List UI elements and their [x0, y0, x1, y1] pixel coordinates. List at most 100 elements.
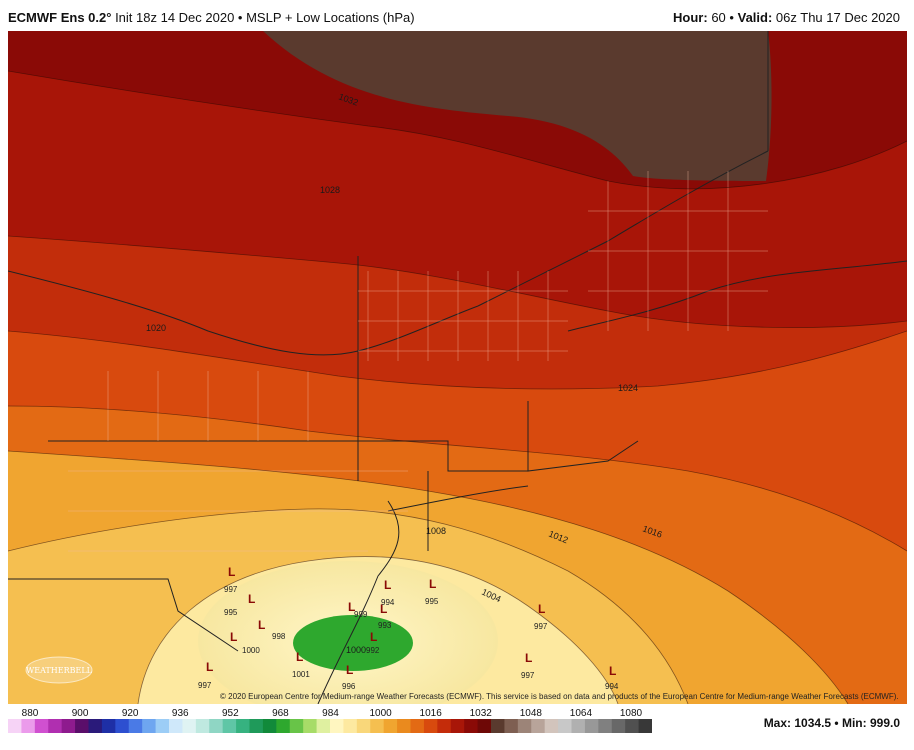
svg-text:L: L [384, 578, 391, 592]
svg-text:994: 994 [605, 682, 619, 691]
low-marker: L 992 [366, 630, 380, 655]
low-marker: L 996 [342, 663, 356, 691]
low-marker: L 997 [224, 565, 238, 594]
svg-text:L: L [248, 592, 255, 606]
min-label: Min: [841, 716, 867, 730]
svg-text:996: 996 [342, 682, 356, 691]
colorbar-swatch [383, 719, 398, 733]
band-996-core [293, 615, 413, 671]
low-marker: L 994 [605, 664, 619, 691]
colorbar-swatch [169, 719, 183, 733]
colorbar-swatch [584, 719, 599, 733]
colorbar-tick-label: 984 [322, 708, 339, 719]
colorbar-labels: 880 900 920 936 952 968 984 1000 1016 1032 1048 106… [0, 708, 914, 720]
copyright-credit: © 2020 European Centre for Medium-range … [220, 692, 899, 701]
colorbar-tick-label: 880 [21, 708, 39, 719]
svg-text:L: L [429, 577, 436, 591]
pressure-colorbar [8, 719, 652, 733]
low-marker: L 998 [258, 618, 286, 641]
low-marker: L 1000 [230, 630, 260, 655]
colorbar-swatch [450, 719, 465, 733]
colorbar-swatch [330, 719, 344, 733]
colorbar-swatch [598, 719, 613, 733]
svg-text:L: L [609, 664, 616, 678]
colorbar-tick-label: 1048 [519, 708, 542, 719]
colorbar-swatch [195, 719, 210, 733]
min-value: 999.0 [869, 716, 900, 730]
colorbar-swatch [437, 719, 452, 733]
colorbar-tick-label: 1032 [469, 708, 492, 719]
colorbar-swatch [558, 719, 572, 733]
max-label: Max: [763, 716, 792, 730]
colorbar-swatch [61, 719, 76, 733]
colorbar-swatch [303, 719, 318, 733]
colorbar-tick-label: 1000 [369, 708, 392, 719]
svg-text:998: 998 [272, 632, 286, 641]
colorbar-swatch [397, 719, 411, 733]
svg-text:997: 997 [198, 681, 212, 690]
run-info: Init 18z 14 Dec 2020 • MSLP + Low Locati… [115, 10, 415, 25]
colorbar-swatch [34, 719, 49, 733]
colorbar-swatch [182, 719, 197, 733]
county-lines [68, 171, 768, 552]
hour-label: Hour: [673, 10, 708, 25]
colorbar-swatch [625, 719, 640, 733]
svg-text:994: 994 [381, 598, 395, 607]
colorbar-tick-label: 1064 [569, 708, 593, 719]
colorbar-swatch [343, 719, 358, 733]
low-marker: L 997 [534, 602, 548, 631]
svg-text:L: L [346, 663, 353, 677]
colorbar-swatch [8, 719, 22, 733]
svg-text:1000: 1000 [242, 646, 260, 655]
svg-text:992: 992 [366, 646, 380, 655]
low-marker: L 1001 [292, 650, 310, 679]
colorbar-swatch [504, 719, 519, 733]
pressure-map[interactable]: 1032 1028 1024 1020 1016 1012 1008 1004 … [8, 31, 907, 704]
colorbar-swatch [75, 719, 89, 733]
isobar-label-1000: 1000 [346, 645, 366, 655]
svg-text:1001: 1001 [292, 670, 310, 679]
svg-text:L: L [258, 618, 265, 632]
svg-text:L: L [525, 651, 532, 665]
colorbar-swatch [464, 719, 479, 733]
model-name: ECMWF Ens 0.2° [8, 10, 112, 25]
colorbar-swatch [491, 719, 505, 733]
header-bar: ECMWF Ens 0.2° Init 18z 14 Dec 2020 • MS… [0, 0, 914, 30]
colorbar-tick-label: 952 [221, 708, 239, 719]
svg-text:L: L [370, 630, 377, 644]
colorbar-swatch [88, 719, 103, 733]
weatherbell-logo: WEATHERBELL [24, 655, 94, 685]
svg-text:997: 997 [224, 585, 238, 594]
svg-text:999: 999 [354, 610, 368, 619]
colorbar-swatch [101, 719, 116, 733]
colorbar-swatch [638, 719, 652, 733]
low-marker: L 995 [425, 577, 439, 606]
svg-text:L: L [230, 630, 237, 644]
low-marker: L 997 [521, 651, 535, 680]
low-marker: L 995 [224, 592, 255, 617]
svg-text:L: L [348, 600, 355, 614]
colorbar-swatch [249, 719, 264, 733]
svg-text:997: 997 [534, 622, 548, 631]
map-title: ECMWF Ens 0.2° Init 18z 14 Dec 2020 • MS… [8, 10, 415, 25]
colorbar-swatch [155, 719, 170, 733]
colorbar-tick-label: 968 [272, 708, 289, 719]
colorbar-swatch [531, 719, 546, 733]
isobar-label-1020: 1020 [146, 323, 166, 333]
colorbar-swatch [128, 719, 143, 733]
colorbar-swatch [611, 719, 626, 733]
max-min-readout: Max: 1034.5 • Min: 999.0 [764, 716, 900, 730]
svg-text:993: 993 [378, 621, 392, 630]
colorbar-swatch [477, 719, 492, 733]
colorbar-swatch [316, 719, 331, 733]
low-marker: L 993 [378, 602, 392, 630]
colorbar-swatch [410, 719, 425, 733]
colorbar-swatch [209, 719, 224, 733]
svg-text:995: 995 [425, 597, 439, 606]
stats-separator: • [834, 716, 839, 730]
isobar-label-1028: 1028 [320, 185, 340, 195]
svg-text:L: L [206, 660, 213, 674]
colorbar-swatch [262, 719, 277, 733]
colorbar-tick-label: 1016 [419, 708, 442, 719]
colorbar-swatch [142, 719, 157, 733]
